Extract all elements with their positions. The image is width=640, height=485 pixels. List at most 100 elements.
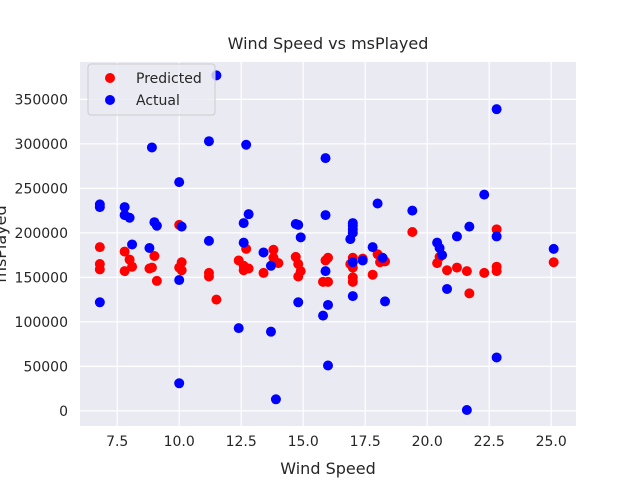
actual-point <box>320 210 331 221</box>
predicted-point <box>149 251 160 262</box>
actual-point <box>491 352 502 363</box>
actual-point <box>241 139 252 150</box>
predicted-point <box>479 267 490 278</box>
y-tick-label: 100000 <box>15 315 68 331</box>
actual-point <box>320 153 331 164</box>
actual-point <box>94 297 105 308</box>
legend-marker-actual <box>105 95 115 105</box>
actual-point <box>293 297 304 308</box>
actual-point <box>451 231 462 242</box>
y-axis-label: msPlayed <box>0 205 10 282</box>
actual-point <box>127 239 138 250</box>
y-tick-label: 300000 <box>15 137 68 153</box>
actual-point <box>124 212 135 223</box>
actual-point <box>233 323 244 334</box>
predicted-point <box>347 276 358 287</box>
actual-point <box>347 291 358 302</box>
x-tick-label: 22.5 <box>474 434 505 450</box>
actual-point <box>151 220 162 231</box>
predicted-point <box>203 271 214 282</box>
predicted-point <box>548 257 559 268</box>
predicted-point <box>491 266 502 277</box>
y-tick-label: 0 <box>59 404 68 420</box>
actual-point <box>119 202 130 213</box>
predicted-point <box>461 266 472 277</box>
actual-point <box>380 296 391 307</box>
actual-point <box>203 235 214 246</box>
x-tick-label: 12.5 <box>226 434 257 450</box>
predicted-point <box>491 224 502 235</box>
predicted-point <box>258 267 269 278</box>
predicted-point <box>243 263 254 274</box>
actual-point <box>347 257 358 268</box>
actual-point <box>323 360 333 371</box>
actual-point <box>203 136 214 147</box>
y-tick-label: 50000 <box>23 359 68 375</box>
predicted-point <box>119 266 130 277</box>
predicted-point <box>323 276 333 287</box>
plot-area <box>80 62 576 426</box>
actual-point <box>437 250 448 261</box>
predicted-point <box>94 264 105 275</box>
actual-point <box>270 394 281 405</box>
actual-point <box>238 237 249 248</box>
actual-point <box>258 247 269 258</box>
actual-point <box>491 231 502 242</box>
actual-point <box>442 283 453 294</box>
y-tick-label: 250000 <box>15 181 68 197</box>
actual-point <box>367 242 378 253</box>
actual-point <box>174 275 185 286</box>
actual-point <box>174 177 185 188</box>
predicted-point <box>268 244 279 255</box>
actual-point <box>94 202 105 213</box>
x-tick-label: 20.0 <box>412 434 443 450</box>
predicted-point <box>367 269 378 280</box>
actual-point <box>407 205 418 216</box>
actual-point <box>293 219 304 230</box>
actual-point <box>265 326 276 337</box>
x-tick-label: 10.0 <box>164 434 195 450</box>
actual-point <box>318 310 329 321</box>
actual-point <box>238 218 249 229</box>
predicted-point <box>295 266 306 277</box>
predicted-point <box>176 257 187 268</box>
predicted-point <box>451 262 462 273</box>
actual-point <box>174 378 185 389</box>
actual-point <box>243 209 254 220</box>
actual-point <box>377 252 388 263</box>
predicted-point <box>127 261 138 272</box>
legend-box <box>87 63 216 116</box>
actual-point <box>461 404 472 415</box>
predicted-point <box>211 294 222 305</box>
x-axis-label: Wind Speed <box>280 459 375 478</box>
predicted-point <box>151 275 162 286</box>
actual-point <box>176 221 187 232</box>
predicted-point <box>176 265 187 276</box>
actual-point <box>548 243 559 254</box>
legend-label-actual: Actual <box>136 93 180 109</box>
actual-point <box>265 260 276 271</box>
y-axis-ticks: 0 50000 100000 150000 200000 250000 300000 3500… <box>15 92 68 419</box>
predicted-point <box>146 262 157 273</box>
x-tick-label: 25.0 <box>536 434 567 450</box>
y-tick-label: 350000 <box>15 92 68 108</box>
y-tick-label: 150000 <box>15 270 68 286</box>
actual-point <box>146 142 157 153</box>
actual-point <box>357 255 368 266</box>
predicted-point <box>119 246 130 257</box>
x-tick-label: 15.0 <box>288 434 319 450</box>
legend: Predicted Actual <box>87 63 216 116</box>
y-tick-label: 200000 <box>15 226 68 242</box>
legend-label-predicted: Predicted <box>136 71 202 87</box>
actual-point <box>372 198 383 209</box>
data-points <box>94 70 559 415</box>
legend-marker-predicted <box>105 73 115 83</box>
actual-point <box>347 227 358 238</box>
actual-point <box>323 299 333 310</box>
actual-point <box>320 266 331 277</box>
actual-point <box>144 243 155 254</box>
x-tick-label: 17.5 <box>350 434 381 450</box>
x-axis-ticks: 7.5 10.0 12.5 15.0 17.5 20.0 22.5 25.0 <box>106 434 567 450</box>
